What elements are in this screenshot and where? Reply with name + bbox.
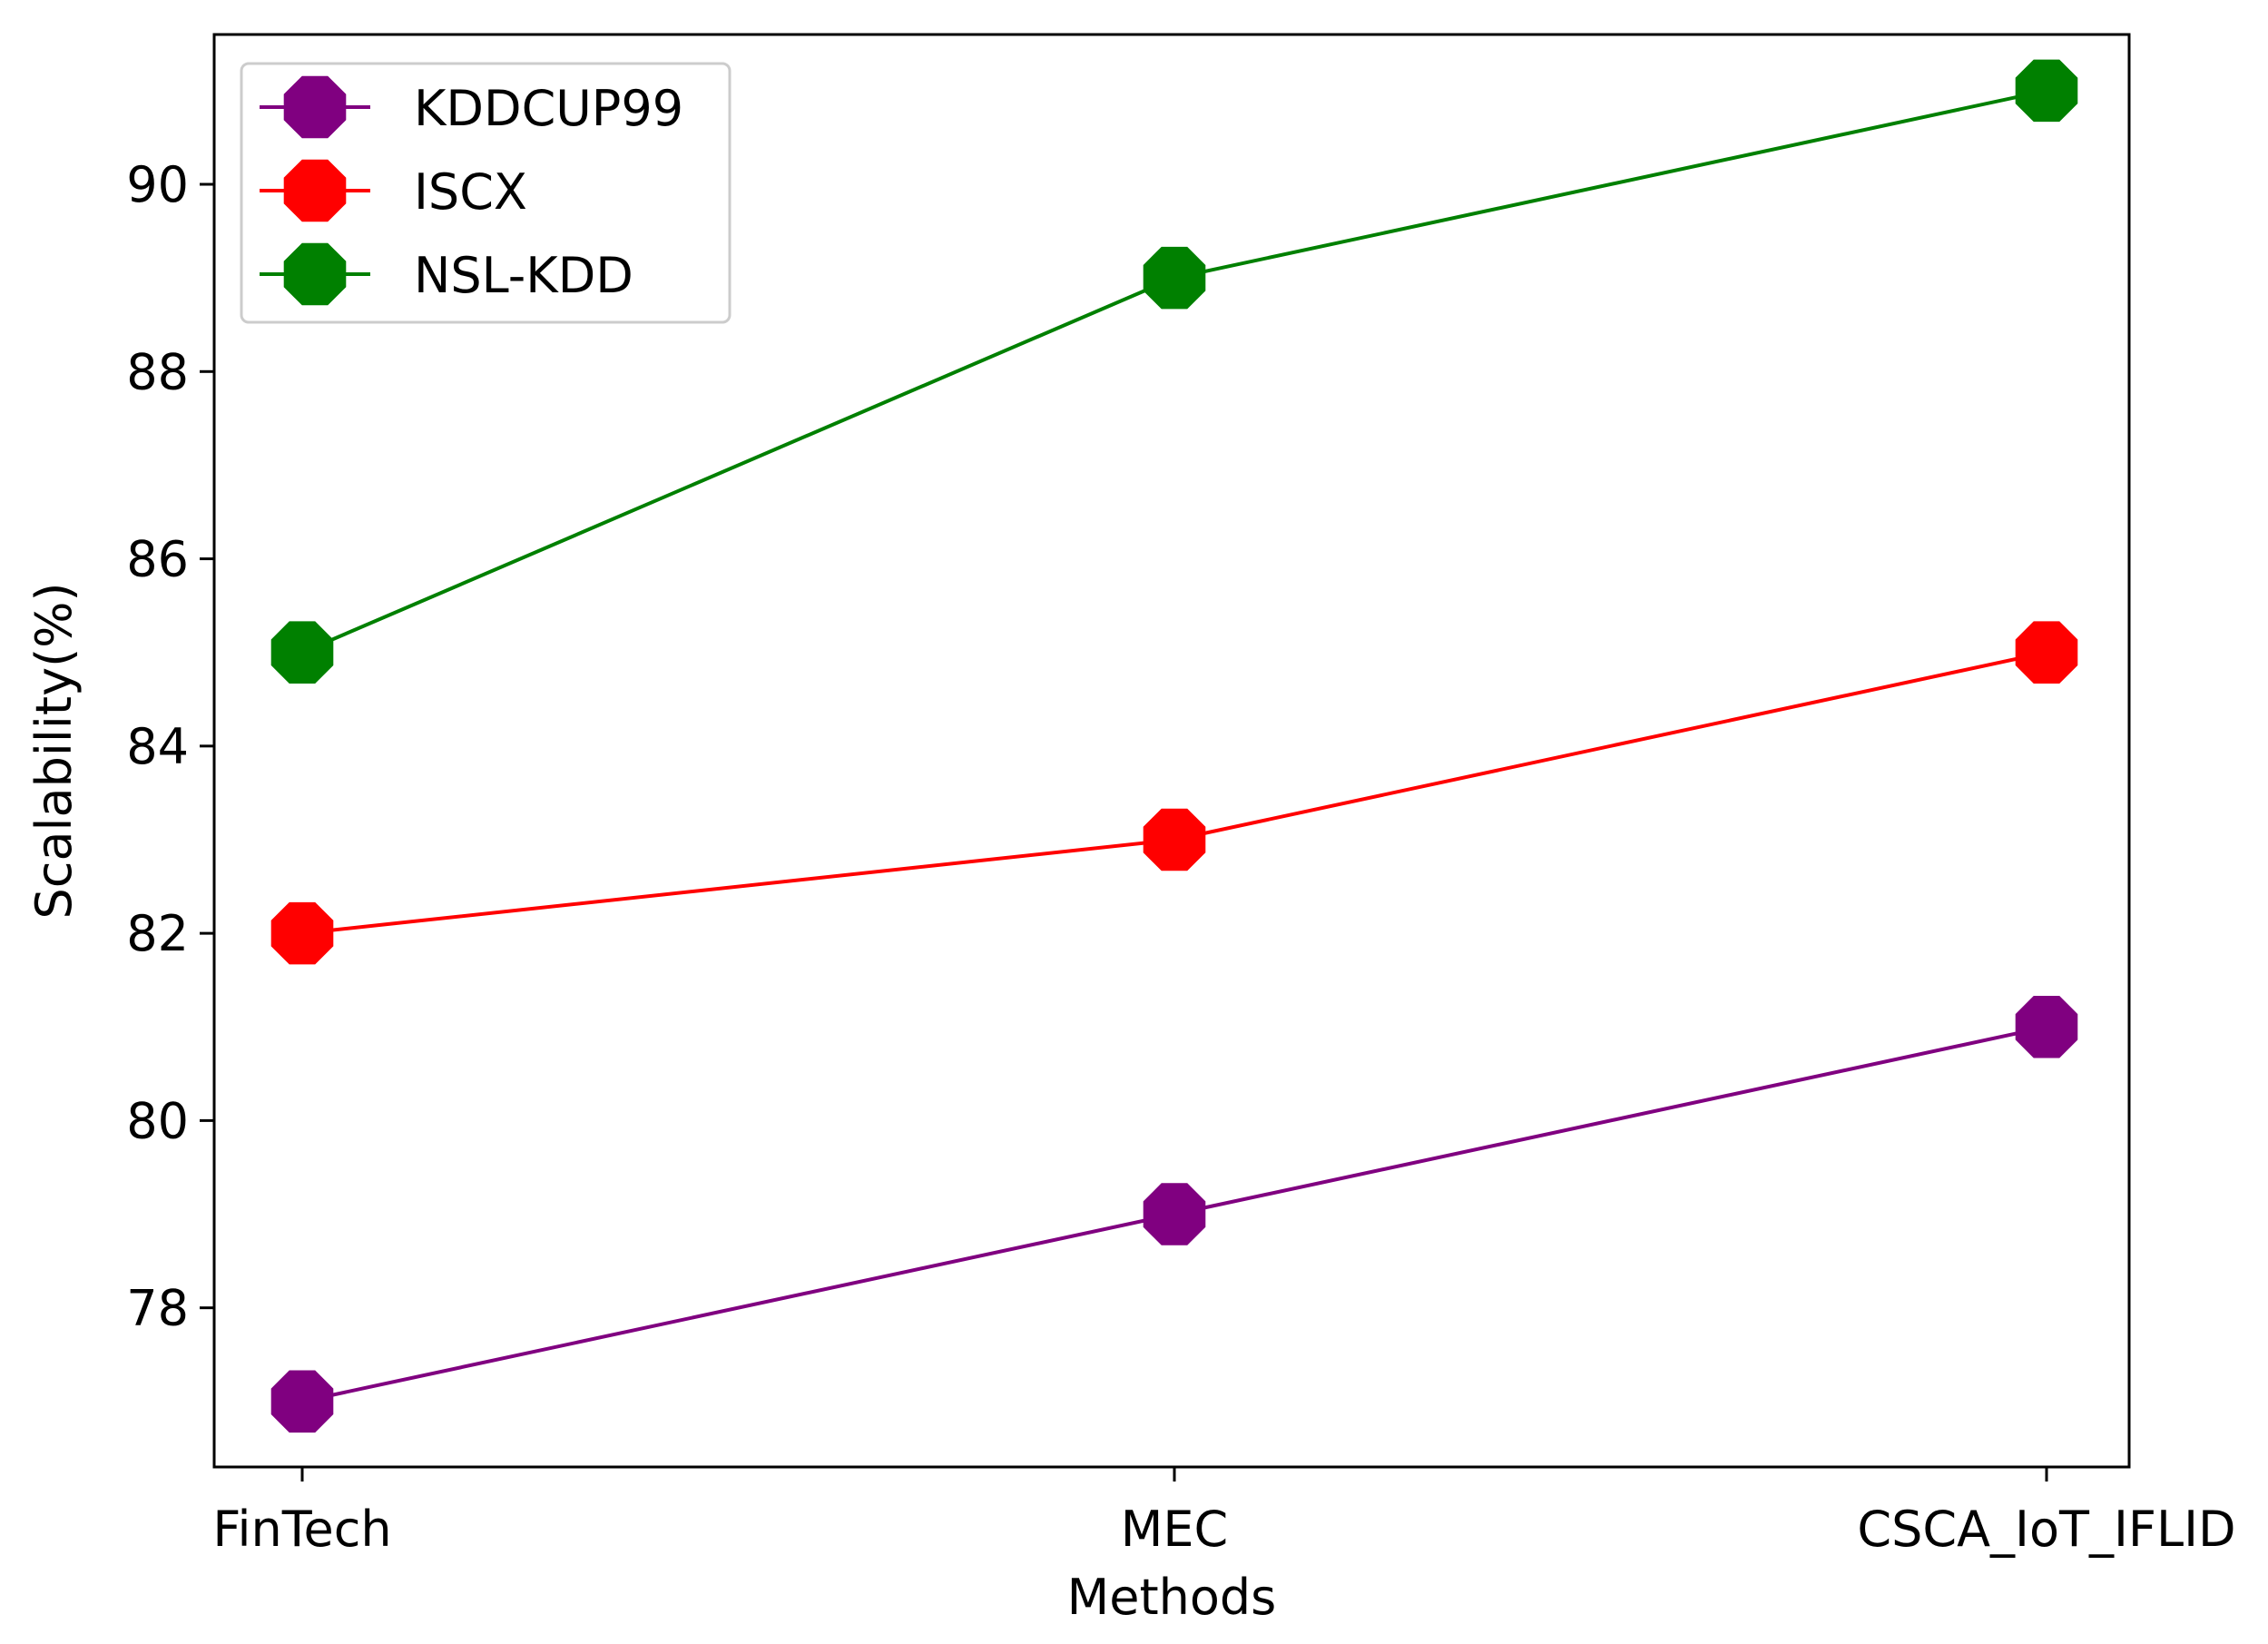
y-tick-label: 86 bbox=[126, 531, 189, 588]
y-tick-label: 84 bbox=[126, 718, 189, 775]
series-kddcup99 bbox=[270, 996, 2078, 1433]
x-tick-label: CSCA_IoT_IFLID bbox=[1857, 1501, 2235, 1558]
data-point bbox=[2015, 621, 2078, 684]
legend-label: NSL-KDD bbox=[414, 247, 633, 304]
y-tick-label: 82 bbox=[126, 905, 189, 962]
legend-marker bbox=[283, 242, 347, 306]
data-point bbox=[2015, 996, 2078, 1058]
data-point bbox=[1143, 246, 1206, 310]
x-tick-label: MEC bbox=[1121, 1501, 1228, 1558]
legend-frame bbox=[240, 62, 731, 324]
data-point bbox=[1143, 1183, 1206, 1245]
legend-entry: KDDCUP99 bbox=[260, 75, 683, 139]
legend-entry: ISCX bbox=[260, 159, 527, 222]
legend: KDDCUP99 ISCX NSL-KDD bbox=[240, 62, 731, 324]
y-tick-label: 88 bbox=[126, 343, 189, 400]
legend-label: KDDCUP99 bbox=[414, 80, 683, 137]
legend-entry: NSL-KDD bbox=[260, 242, 633, 306]
series-iscx bbox=[270, 621, 2078, 965]
legend-label: ISCX bbox=[414, 163, 527, 221]
y-axis: 78 80 82 84 86 88 90 bbox=[126, 156, 214, 1337]
y-tick-label: 80 bbox=[126, 1092, 189, 1149]
y-axis-title: Scalability(%) bbox=[25, 582, 83, 919]
series-layer bbox=[270, 59, 2078, 1433]
y-tick-label: 78 bbox=[126, 1280, 189, 1337]
x-tick-label: FinTech bbox=[212, 1501, 391, 1558]
plot-area-frame bbox=[212, 33, 2131, 1469]
data-point bbox=[2015, 59, 2078, 123]
data-point bbox=[270, 621, 334, 684]
data-point bbox=[270, 1370, 334, 1433]
x-axis: FinTech MEC CSCA_IoT_IFLID bbox=[212, 1467, 2236, 1558]
legend-marker bbox=[283, 159, 347, 222]
series-nsl-kdd bbox=[270, 59, 2078, 684]
data-point bbox=[270, 901, 334, 965]
x-axis-title: Methods bbox=[1067, 1569, 1277, 1626]
legend-marker bbox=[283, 75, 347, 139]
y-tick-label: 90 bbox=[126, 156, 189, 213]
data-point bbox=[1143, 808, 1206, 871]
